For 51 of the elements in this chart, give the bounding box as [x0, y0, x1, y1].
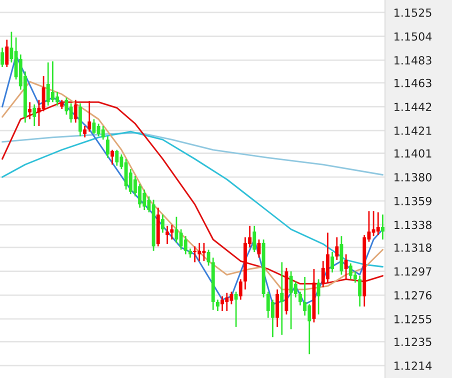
- y-tick-label: 1.1359: [394, 196, 432, 206]
- y-tick-label: 1.1235: [394, 338, 432, 346]
- candlestick: [358, 275, 362, 308]
- candlestick: [276, 288, 280, 328]
- candlestick: [257, 238, 261, 258]
- y-tick-label: 1.1421: [394, 126, 432, 135]
- candlestick: [234, 291, 238, 328]
- candlestick: [88, 100, 92, 132]
- candlestick: [0, 46, 4, 68]
- line-series: [2, 132, 384, 176]
- candlestick: [160, 214, 164, 234]
- candlestick: [74, 99, 78, 124]
- y-tick-label: 1.1442: [394, 102, 432, 111]
- y-tick-label: 1.1276: [394, 291, 432, 300]
- candlestick: [380, 214, 384, 240]
- y-tick-label: 1.1483: [394, 56, 432, 65]
- y-tick-label: 1.1255: [394, 314, 432, 324]
- y-tick-label: 1.1318: [394, 243, 432, 252]
- candlestick: [238, 278, 242, 300]
- candlestick: [110, 149, 114, 166]
- candlestick: [115, 149, 119, 166]
- candlestick: [280, 262, 284, 336]
- candlestick: [216, 298, 220, 312]
- candlestick: [166, 225, 170, 245]
- y-tick-label: 1.1504: [394, 32, 432, 41]
- candlestick: [106, 136, 110, 158]
- candlestick: [32, 104, 36, 127]
- candlestick: [60, 99, 64, 110]
- candlestick: [188, 248, 192, 258]
- candlestick: [344, 254, 348, 280]
- candlestick: [252, 225, 256, 253]
- y-tick-label: 1.1525: [394, 8, 432, 17]
- candlestick: [330, 251, 334, 274]
- candlestick: [206, 249, 210, 266]
- candlestick: [184, 235, 188, 255]
- candlestick: [298, 291, 302, 306]
- y-tick-label: 1.1380: [394, 173, 432, 182]
- candlestick: [335, 236, 339, 261]
- candlestick: [376, 212, 380, 236]
- candlestick: [101, 125, 105, 140]
- candlestick: [316, 278, 320, 316]
- line-series: [2, 130, 384, 268]
- y-tick-label: 1.1463: [394, 78, 432, 88]
- y-tick-label: 1.1338: [394, 220, 432, 230]
- candlestick: [5, 39, 9, 68]
- candlestick: [28, 101, 32, 120]
- y-tick-label: 1.1297: [394, 267, 432, 276]
- y-tick-label: 1.1401: [394, 149, 432, 158]
- y-tick-label: 1.1214: [394, 361, 432, 370]
- candlestick: [83, 125, 87, 138]
- candlestick: [220, 296, 224, 312]
